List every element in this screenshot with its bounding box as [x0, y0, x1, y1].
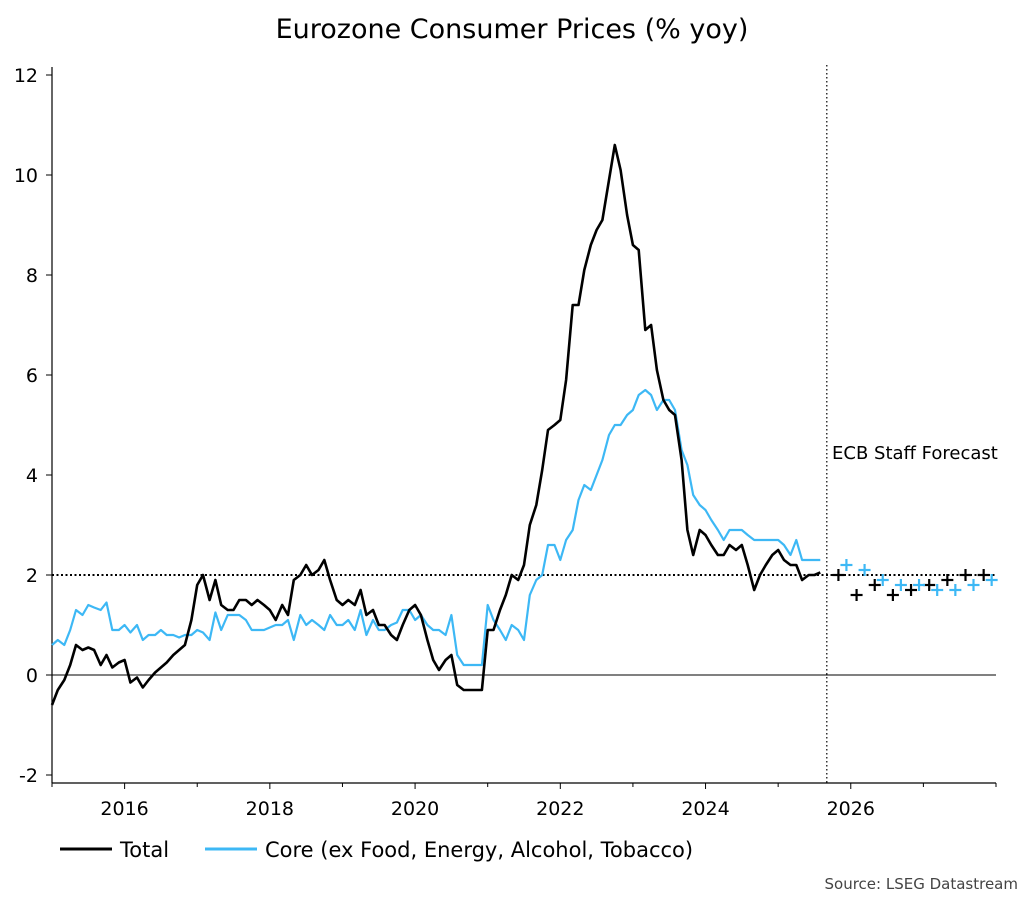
- forecast-marker-core: [840, 559, 853, 571]
- x-tick-label: 2018: [246, 798, 294, 820]
- x-tick-label: 2022: [536, 798, 584, 820]
- forecast-marker-core: [967, 579, 980, 591]
- x-tick-label: 2026: [827, 798, 875, 820]
- y-tick-label: 0: [26, 665, 38, 687]
- x-tick-label: 2016: [100, 798, 148, 820]
- forecast-annotation: ECB Staff Forecast: [832, 443, 998, 464]
- forecast-marker-core: [876, 574, 889, 586]
- forecast-markers: [832, 559, 998, 601]
- axes: -2 0 2 4 6 8 10 12 2016 2018 2020 2022 2024 2026: [14, 65, 997, 820]
- legend-label-core: Core (ex Food, Energy, Alcohol, Tobacco): [265, 838, 693, 862]
- y-tick-label: 10: [14, 165, 38, 187]
- x-tick-label: 2024: [681, 798, 729, 820]
- legend: Total Core (ex Food, Energy, Alcohol, To…: [60, 838, 693, 862]
- forecast-marker-core: [858, 564, 871, 576]
- y-tick-label: 8: [26, 265, 38, 287]
- legend-label-total: Total: [119, 838, 169, 862]
- y-tick-label: 4: [26, 465, 38, 487]
- forecast-marker-total: [850, 589, 863, 601]
- forecast-marker-core: [985, 574, 998, 586]
- source-note: Source: LSEG Datastream: [825, 875, 1018, 893]
- forecast-marker-core: [913, 579, 926, 591]
- forecast-marker-total: [886, 589, 899, 601]
- series-lines: [50, 143, 821, 706]
- forecast-marker-total: [923, 579, 936, 591]
- forecast-marker-core: [949, 584, 962, 596]
- x-tick-label: 2020: [391, 798, 439, 820]
- series-line-total: [50, 143, 821, 706]
- y-tick-label: -2: [19, 765, 38, 787]
- forecast-marker-total: [959, 569, 972, 581]
- series-line-core: [51, 388, 821, 667]
- forecast-marker-total: [977, 569, 990, 581]
- y-tick-label: 2: [26, 565, 38, 587]
- forecast-marker-total: [941, 574, 954, 586]
- forecast-marker-total: [905, 584, 918, 596]
- forecast-marker-core: [931, 584, 944, 596]
- chart-title: Eurozone Consumer Prices (% yoy): [276, 14, 749, 45]
- forecast-marker-core: [894, 579, 907, 591]
- y-tick-label: 12: [14, 65, 38, 87]
- forecast-marker-total: [832, 569, 845, 581]
- y-tick-label: 6: [26, 365, 38, 387]
- forecast-marker-total: [868, 579, 881, 591]
- reference-lines: [52, 65, 996, 783]
